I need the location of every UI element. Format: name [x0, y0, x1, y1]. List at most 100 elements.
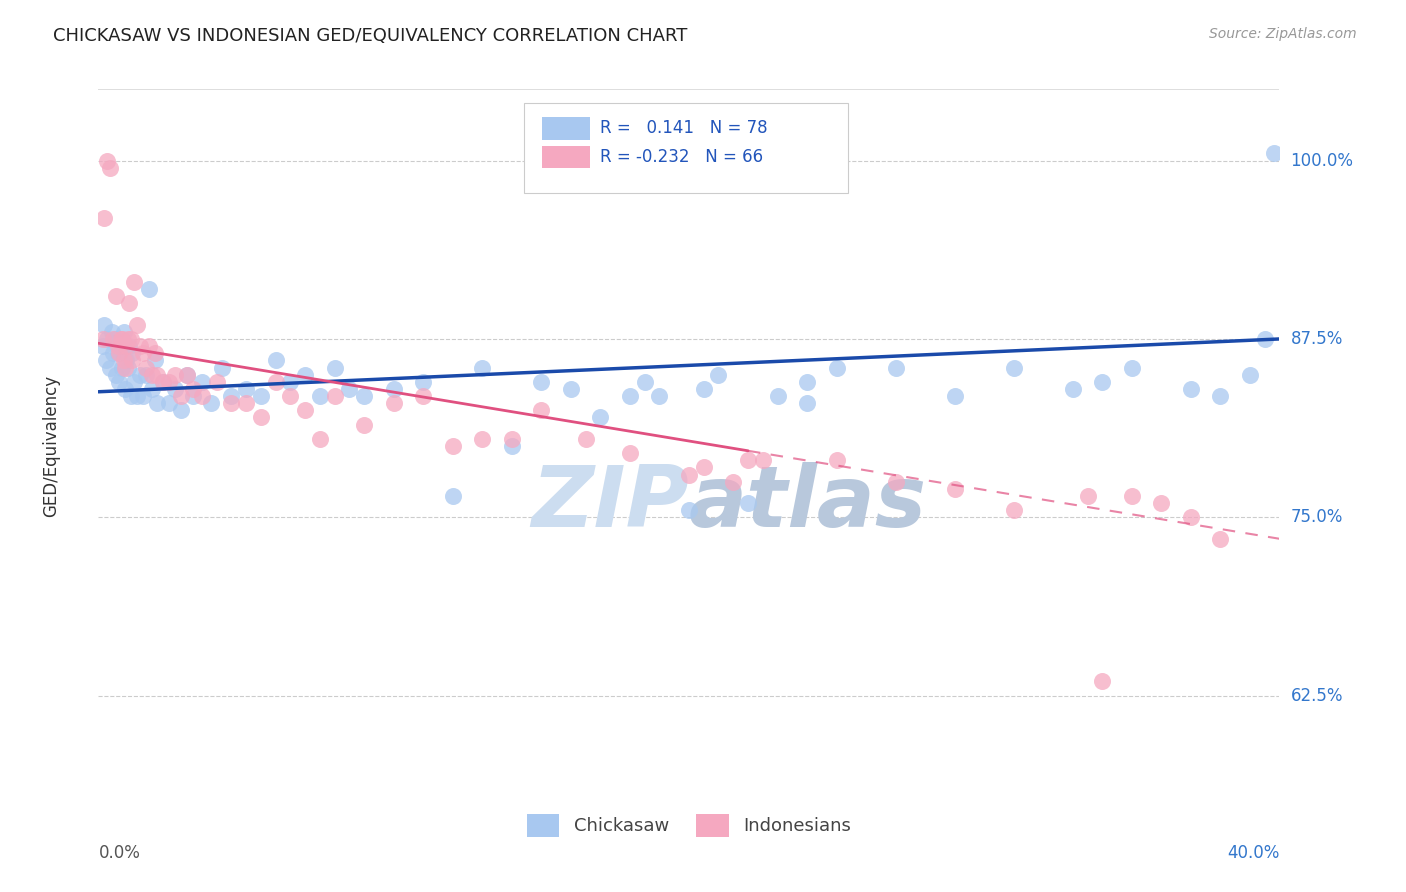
- Point: [125, 318, 148, 332]
- Text: 40.0%: 40.0%: [1227, 845, 1279, 863]
- Point: [132, 346, 155, 360]
- Point: [105, 289, 128, 303]
- Point: [143, 346, 166, 360]
- Point: [200, 396, 222, 410]
- Point: [441, 439, 464, 453]
- Point: [117, 360, 139, 375]
- Point: [205, 375, 228, 389]
- Point: [146, 368, 169, 382]
- Point: [176, 368, 198, 382]
- Point: [1002, 360, 1025, 375]
- Point: [107, 339, 129, 353]
- Point: [884, 360, 907, 375]
- Point: [115, 339, 138, 353]
- Point: [737, 496, 759, 510]
- Text: R = -0.232   N = 66: R = -0.232 N = 66: [600, 148, 763, 166]
- Point: [1002, 503, 1025, 517]
- Point: [114, 382, 136, 396]
- Point: [412, 389, 434, 403]
- Point: [323, 389, 346, 403]
- Point: [135, 368, 157, 382]
- Point: [112, 325, 135, 339]
- Point: [1209, 389, 1232, 403]
- Point: [884, 475, 907, 489]
- Point: [309, 389, 332, 403]
- Point: [280, 375, 302, 389]
- Point: [108, 375, 131, 389]
- Point: [96, 332, 118, 346]
- Point: [93, 318, 115, 332]
- Point: [1209, 532, 1232, 546]
- Point: [412, 375, 434, 389]
- Point: [94, 353, 117, 368]
- Point: [105, 368, 128, 382]
- Point: [294, 368, 316, 382]
- FancyBboxPatch shape: [523, 103, 848, 193]
- Point: [111, 332, 134, 346]
- Text: 0.0%: 0.0%: [98, 845, 141, 863]
- Point: [1121, 489, 1143, 503]
- Point: [170, 403, 193, 417]
- Point: [152, 375, 174, 389]
- Text: 62.5%: 62.5%: [1291, 687, 1343, 705]
- Point: [825, 360, 848, 375]
- Point: [211, 360, 233, 375]
- Point: [112, 353, 135, 368]
- Point: [221, 389, 243, 403]
- Point: [943, 482, 966, 496]
- Point: [323, 360, 346, 375]
- Point: [157, 375, 180, 389]
- Point: [250, 410, 273, 425]
- Point: [103, 346, 125, 360]
- Point: [141, 368, 163, 382]
- Point: [121, 353, 143, 368]
- Text: Source: ZipAtlas.com: Source: ZipAtlas.com: [1209, 27, 1357, 41]
- Point: [176, 368, 198, 382]
- Point: [157, 396, 180, 410]
- Point: [125, 389, 148, 403]
- Point: [103, 332, 125, 346]
- Point: [648, 389, 671, 403]
- Point: [353, 389, 375, 403]
- Point: [1091, 674, 1114, 689]
- Point: [118, 339, 141, 353]
- Point: [114, 360, 136, 375]
- Point: [128, 368, 150, 382]
- Point: [93, 211, 115, 225]
- Point: [120, 332, 142, 346]
- Point: [181, 389, 204, 403]
- Point: [796, 396, 818, 410]
- Point: [678, 503, 700, 517]
- Point: [471, 360, 494, 375]
- Point: [619, 446, 641, 460]
- Point: [619, 389, 641, 403]
- Point: [146, 396, 169, 410]
- Point: [1180, 382, 1202, 396]
- Point: [737, 453, 759, 467]
- Point: [138, 282, 160, 296]
- Point: [264, 353, 287, 368]
- Point: [128, 339, 150, 353]
- Text: R =   0.141   N = 78: R = 0.141 N = 78: [600, 120, 768, 137]
- Point: [766, 389, 789, 403]
- Legend: Chickasaw, Indonesians: Chickasaw, Indonesians: [520, 807, 858, 844]
- Point: [132, 389, 155, 403]
- Point: [382, 396, 405, 410]
- Point: [943, 389, 966, 403]
- Point: [115, 353, 138, 368]
- Text: GED/Equivalency: GED/Equivalency: [42, 375, 60, 517]
- Point: [752, 453, 775, 467]
- Point: [1150, 496, 1173, 510]
- Point: [471, 432, 494, 446]
- Point: [501, 432, 523, 446]
- Point: [96, 153, 118, 168]
- Point: [100, 325, 122, 339]
- Point: [441, 489, 464, 503]
- Point: [575, 432, 598, 446]
- Point: [111, 360, 134, 375]
- Point: [122, 375, 145, 389]
- Point: [693, 382, 716, 396]
- Point: [560, 382, 582, 396]
- Point: [634, 375, 657, 389]
- Text: 100.0%: 100.0%: [1291, 152, 1354, 169]
